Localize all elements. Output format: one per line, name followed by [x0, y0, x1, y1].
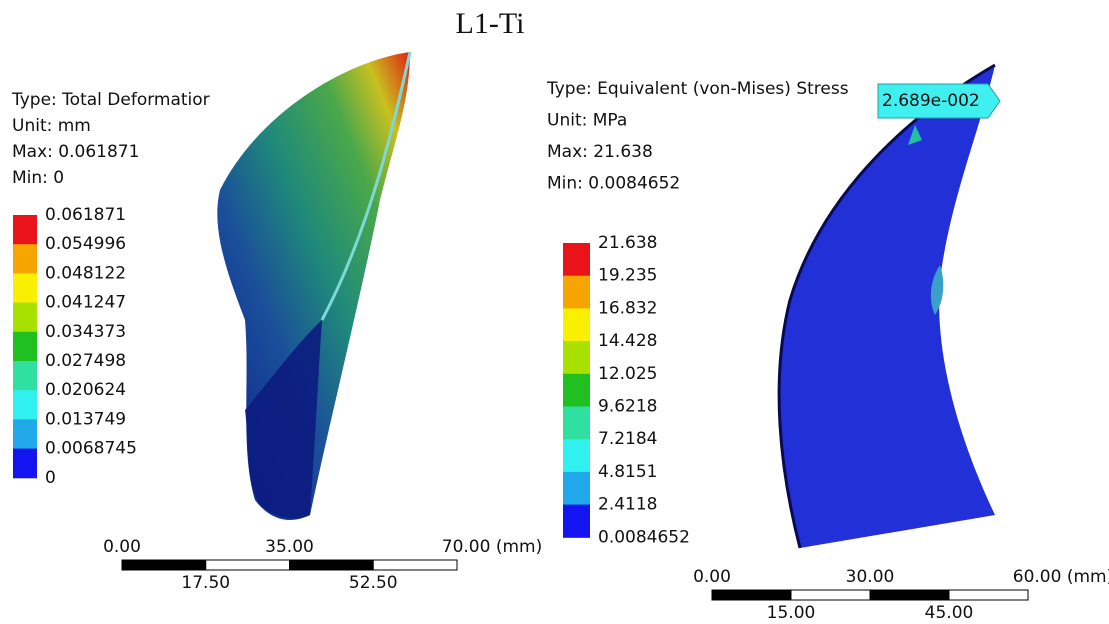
legend-label: 0.0068745 [45, 439, 137, 459]
legend-band [13, 273, 37, 304]
legend-band [13, 419, 37, 450]
info-line: Min: 0 [12, 168, 64, 188]
legend-band [563, 373, 590, 407]
scale-label: 45.00 [925, 603, 974, 623]
scale-label: 0.00 [103, 537, 141, 557]
scale-segment [790, 589, 871, 601]
legend-label: 16.832 [598, 298, 657, 318]
scale-segment [289, 559, 374, 571]
legend-band [13, 215, 37, 245]
legend-band [13, 361, 37, 391]
legend-label: 0 [45, 468, 56, 488]
legend-band [563, 243, 590, 277]
probe: 2.689e-002 [877, 83, 1001, 119]
legend-band [563, 471, 590, 506]
legend-label: 4.8151 [598, 462, 657, 482]
legend-label: 0.048122 [45, 263, 126, 283]
legend-band [563, 406, 590, 440]
legend-label: 12.025 [598, 364, 657, 384]
scale-segment [372, 559, 458, 571]
scale-segment [711, 589, 792, 601]
legend-label: 0.027498 [45, 351, 126, 371]
stress-model [777, 63, 996, 549]
scale-label: 30.00 [846, 567, 895, 587]
legend-band [563, 439, 590, 473]
legend-label: 0.013749 [45, 409, 126, 429]
legend-label: 21.638 [598, 233, 657, 253]
legend-label: 0.054996 [45, 234, 126, 254]
legend-band [13, 390, 37, 420]
scale-label: 15.00 [767, 603, 816, 623]
legend-label: 0.061871 [45, 205, 126, 225]
legend-label: 0.034373 [45, 322, 126, 342]
legend-label: 0.020624 [45, 380, 126, 400]
title: L1-Ti [456, 7, 525, 40]
legend-band [13, 448, 37, 479]
scale-label: 52.50 [349, 573, 398, 593]
legend-band [563, 504, 590, 538]
scale-label: 35.00 [265, 537, 314, 557]
legend-label: 2.4118 [598, 495, 657, 515]
legend-label: 9.6218 [598, 397, 657, 417]
probe-label: 2.689e-002 [882, 91, 980, 111]
info-line: Type: Equivalent (von-Mises) Stress [546, 79, 849, 99]
info-line: Max: 21.638 [547, 142, 653, 162]
legend-band [13, 244, 37, 274]
scale-label: 17.50 [181, 573, 230, 593]
legend-label: 14.428 [598, 331, 657, 351]
legend-band [13, 302, 37, 333]
legend-label: 7.2184 [598, 429, 657, 449]
info-line: Max: 0.061871 [12, 142, 139, 162]
scale-segment [121, 559, 207, 571]
info-line: Unit: mm [12, 116, 91, 136]
legend-band [563, 341, 590, 375]
legend-label: 19.235 [598, 266, 657, 286]
scale-segment [948, 589, 1029, 601]
info-line: Min: 0.0084652 [547, 174, 680, 194]
scale-label: 60.00 (mm) [1013, 567, 1109, 587]
legend-band [13, 331, 37, 362]
legend-band [563, 275, 590, 309]
scale-label: 70.00 (mm) [442, 537, 542, 557]
info-line: Type: Total Deformatior [11, 90, 210, 110]
info-line: Unit: MPa [547, 111, 627, 131]
scale-segment [205, 559, 290, 571]
legend-label: 0.041247 [45, 293, 126, 313]
deformation-model [217, 51, 412, 520]
scale-label: 0.00 [693, 567, 731, 587]
scale-segment [869, 589, 950, 601]
legend-band [563, 308, 590, 342]
legend-label: 0.0084652 [598, 527, 690, 547]
